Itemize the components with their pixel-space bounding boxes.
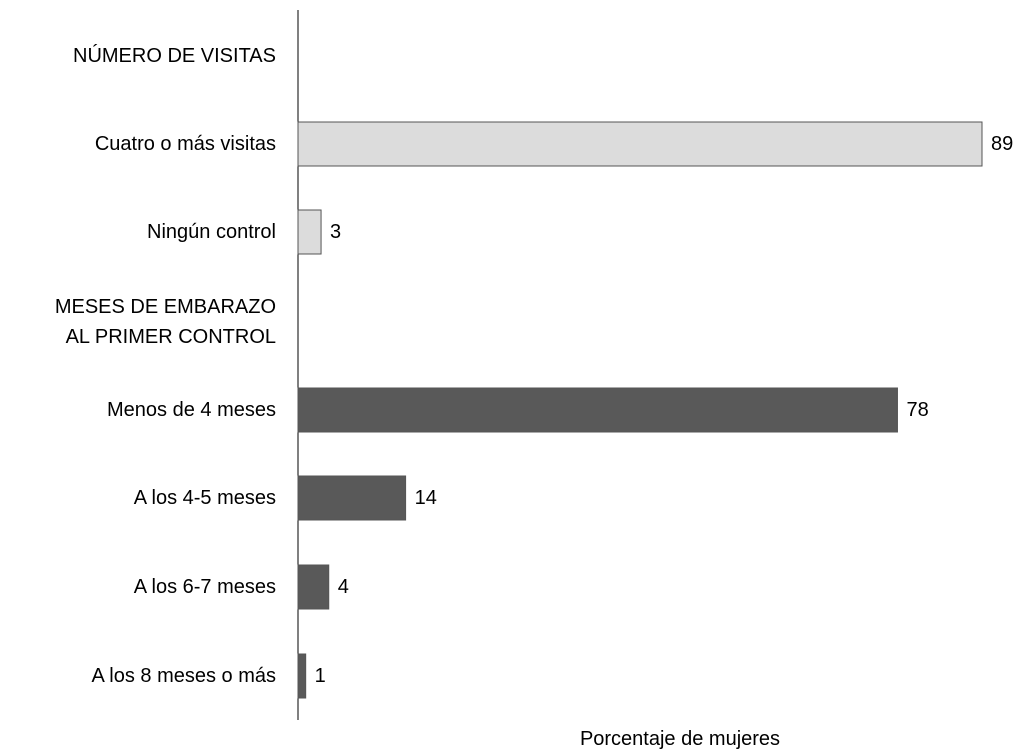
data-label: 3: [330, 221, 341, 243]
bar: [297, 564, 330, 610]
category-label: Ningún control: [147, 221, 276, 243]
category-label: Menos de 4 meses: [107, 399, 276, 421]
group-header-label: MESES DE EMBARAZO: [55, 296, 276, 318]
bar: [297, 121, 983, 167]
group-header-label: NÚMERO DE VISITAS: [73, 44, 276, 67]
bar: [297, 475, 407, 521]
bar: [297, 653, 307, 699]
data-label: 1: [315, 665, 326, 687]
bar: [297, 387, 898, 433]
category-label: A los 8 meses o más: [91, 665, 276, 687]
category-label: A los 4-5 meses: [134, 487, 276, 509]
x-axis-title: Porcentaje de mujeres: [580, 728, 780, 750]
data-label: 89: [991, 133, 1013, 155]
data-label: 4: [338, 576, 349, 598]
category-label: Cuatro o más visitas: [95, 133, 276, 155]
data-label: 14: [415, 487, 437, 509]
category-label: A los 6-7 meses: [134, 576, 276, 598]
group-header-label: AL PRIMER CONTROL: [66, 326, 276, 348]
bar: [297, 209, 322, 255]
data-label: 78: [906, 399, 928, 421]
chart-rows: NÚMERO DE VISITAS Cuatro o más visitas 89 N…: [55, 44, 1013, 699]
